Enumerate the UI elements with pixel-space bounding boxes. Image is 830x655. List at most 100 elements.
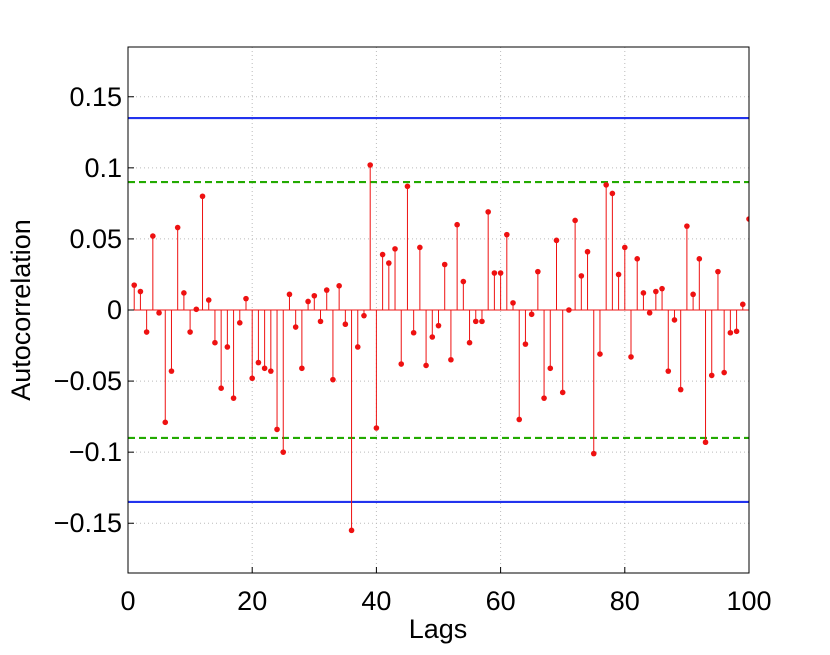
stem-marker [199,193,206,200]
stem-marker [367,162,373,168]
stem-marker [205,297,212,303]
y-tick-label: 0 [107,295,122,325]
stem-marker [392,246,398,252]
x-axis-label: Lags [409,614,468,644]
stem-marker [535,268,541,275]
stem-marker [746,216,749,222]
stem-marker [578,273,585,279]
stem-marker [379,251,386,258]
stem-marker [448,356,454,363]
stem-marker [354,344,361,350]
stem-marker [472,318,479,325]
stem-marker [721,369,727,376]
stem-marker [268,368,274,374]
stem-marker [280,449,287,455]
stem-marker [522,341,529,347]
x-tick-label: 80 [610,586,640,616]
stem-marker [739,301,746,308]
stem-marker [504,231,510,238]
stem-marker [131,282,138,288]
stem-marker [417,244,423,251]
stem-marker [361,312,367,319]
stem-marker [286,291,293,298]
stem-marker [541,395,547,401]
y-axis-label: Autocorrelation [6,219,36,401]
stem-marker [479,318,485,325]
stem-marker [615,271,622,278]
x-tick-label: 0 [120,586,135,616]
stem-marker [671,317,678,323]
stem-marker [212,339,218,346]
stem-marker [218,385,224,391]
stem-marker [516,416,523,423]
stem-marker [684,223,690,229]
stem-marker [690,291,696,298]
x-tick-label: 100 [726,586,771,616]
stem-marker [665,368,672,374]
stem-marker [497,270,504,276]
stem-marker [597,351,603,357]
stem-marker [230,395,237,401]
stem-marker [323,287,330,293]
stem-marker [590,450,597,457]
stem-marker [330,376,336,383]
stem-marker [261,365,268,372]
stem-marker [640,290,647,296]
stem-marker [677,386,684,393]
stem-marker [236,319,243,326]
stem-marker [299,365,305,372]
stem-marker [404,183,411,190]
x-tick-label: 60 [486,586,516,616]
y-tick-label: 0.15 [69,82,122,112]
stem-marker [410,329,417,336]
stem-marker [386,260,392,266]
stem-marker [634,256,641,262]
stem-marker [224,344,231,350]
stem-marker [137,288,144,295]
stem-marker [553,237,560,244]
stem-marker [528,311,535,318]
stem-marker [584,248,591,255]
stem-marker [255,359,262,366]
stem-marker [156,310,162,316]
stem-marker [336,283,342,289]
stem-marker [559,389,566,396]
stem-marker [441,261,448,268]
stem-marker [491,270,498,276]
stem-marker [659,285,665,292]
stem-marker [454,221,460,228]
stem-marker [429,334,436,340]
stem-marker [373,425,380,431]
stem-marker [603,182,609,188]
stem-marker [249,375,255,382]
stem-marker [150,233,156,239]
x-tick-label: 40 [361,586,391,616]
stem-marker [485,209,491,215]
x-tick-label: 20 [237,586,267,616]
stem-marker [398,361,405,367]
stem-marker [547,365,554,372]
y-tick-label: 0.05 [69,224,122,254]
stem-marker [305,298,311,305]
y-tick-label: −0.15 [54,508,122,538]
stem-marker [174,224,181,231]
stem-marker [628,354,634,360]
y-tick-label: −0.1 [69,437,122,467]
stem-marker [715,268,721,275]
stem-marker [168,368,175,374]
y-tick-label: −0.05 [54,366,122,396]
stem-marker [342,321,349,328]
stem-marker [646,310,653,316]
stem-marker [733,328,740,335]
stem-marker [348,527,355,534]
stem-marker [292,324,299,330]
stem-marker [143,329,150,335]
stem-marker [727,329,734,336]
stem-marker [653,288,659,295]
stem-marker [702,439,709,446]
stem-marker [243,295,249,302]
stem-marker [311,292,318,299]
stem-marker [423,362,429,369]
stem-marker [187,329,193,335]
y-tick-label: 0.1 [84,153,122,183]
